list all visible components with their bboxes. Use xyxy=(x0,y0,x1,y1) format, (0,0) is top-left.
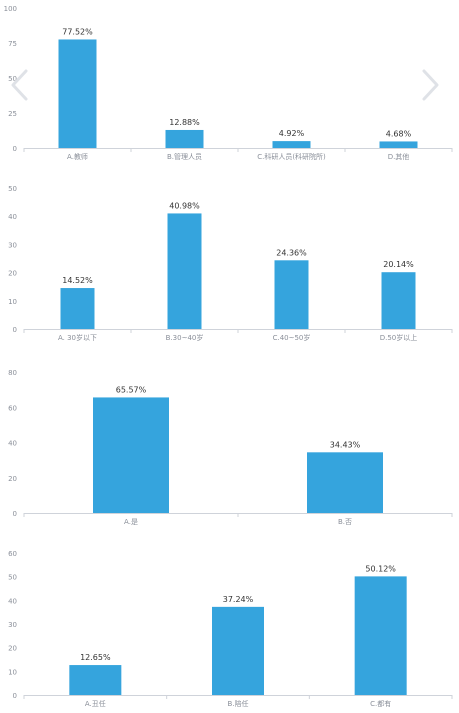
chevron-left-icon xyxy=(11,69,28,101)
bar xyxy=(274,260,309,329)
category-label: B.30~40岁 xyxy=(166,333,204,342)
y-tick-label: 0 xyxy=(13,510,17,518)
carousel-prev-button[interactable] xyxy=(8,68,30,102)
bar xyxy=(69,665,122,695)
chart-svg-yes-no: 0 20 40 60 80 65.57% A.是 34.43% B.否 xyxy=(8,369,453,526)
bar xyxy=(272,141,311,148)
bar-chart-age: 0 10 20 30 40 50 14.52% A. 30岁以下 40.98% B.30~40岁 2… xyxy=(0,178,459,350)
bar-chart-position: 0 10 20 30 40 50 60 12.65% A.丑任 37.24% B.陪任 50.12% C… xyxy=(0,545,459,711)
y-tick-label: 50 xyxy=(8,75,17,83)
y-tick-label: 80 xyxy=(8,369,17,377)
bar xyxy=(167,213,202,329)
category-label: C.都有 xyxy=(370,699,391,708)
data-label: 20.14% xyxy=(383,260,414,269)
category-label: B.否 xyxy=(338,518,352,526)
bar-chart-role: 0 25 50 75 100 77.52% A.教师 12.88% B.管理人员 4.92% C.科… xyxy=(0,0,459,166)
category-label: C.科研人员(科研院所) xyxy=(257,152,326,161)
category-label: A.教师 xyxy=(67,152,88,161)
y-tick-label: 50 xyxy=(8,185,17,193)
category-label: D.50岁以上 xyxy=(380,333,418,342)
bar xyxy=(212,606,264,695)
y-tick-label: 0 xyxy=(13,326,17,334)
category-label: A.是 xyxy=(124,518,138,526)
bar xyxy=(379,141,418,148)
y-tick-label: 25 xyxy=(8,110,17,118)
chart-svg-role: 0 25 50 75 100 77.52% A.教师 12.88% B.管理人员 4.92% C.科… xyxy=(4,5,453,161)
data-label: 50.12% xyxy=(365,564,396,573)
category-label: A. 30岁以下 xyxy=(58,333,97,342)
category-label: B.陪任 xyxy=(227,699,248,708)
bar xyxy=(93,397,169,513)
data-label: 12.65% xyxy=(80,653,111,662)
data-label: 40.98% xyxy=(169,201,200,210)
y-tick-label: 50 xyxy=(8,574,17,582)
y-tick-label: 0 xyxy=(13,145,17,153)
bar xyxy=(60,288,95,329)
data-label: 34.43% xyxy=(330,440,361,449)
bar xyxy=(165,129,204,148)
bar xyxy=(354,576,407,695)
y-tick-label: 40 xyxy=(8,213,17,221)
chart-svg-age: 0 10 20 30 40 50 14.52% A. 30岁以下 40.98% B.30~40岁 2… xyxy=(8,185,453,342)
data-label: 24.36% xyxy=(276,248,307,257)
bar xyxy=(381,272,416,329)
data-label: 37.24% xyxy=(223,595,254,604)
data-label: 14.52% xyxy=(62,276,93,285)
bar xyxy=(58,39,97,148)
y-tick-label: 0 xyxy=(13,692,17,700)
category-label: D.其他 xyxy=(388,152,410,161)
y-tick-label: 60 xyxy=(8,404,17,412)
y-tick-label: 10 xyxy=(8,298,17,306)
y-tick-label: 10 xyxy=(8,668,17,676)
chart-svg-position: 0 10 20 30 40 50 60 12.65% A.丑任 37.24% B.陪任 50.12% C… xyxy=(8,550,453,708)
data-label: 12.88% xyxy=(169,118,200,127)
category-label: C.40~50岁 xyxy=(273,333,311,342)
y-tick-label: 20 xyxy=(8,270,17,278)
carousel-next-button[interactable] xyxy=(420,68,442,102)
data-label: 4.68% xyxy=(386,129,412,138)
y-tick-label: 20 xyxy=(8,475,17,483)
data-label: 77.52% xyxy=(62,27,93,36)
bar-chart-yes-no: 0 20 40 60 80 65.57% A.是 34.43% B.否 xyxy=(0,362,459,532)
category-label: A.丑任 xyxy=(85,699,106,708)
data-label: 4.92% xyxy=(279,129,305,138)
y-tick-label: 30 xyxy=(8,621,17,629)
y-tick-label: 30 xyxy=(8,241,17,249)
y-tick-label: 75 xyxy=(8,40,17,48)
y-tick-label: 40 xyxy=(8,440,17,448)
y-tick-label: 60 xyxy=(8,550,17,558)
data-label: 65.57% xyxy=(116,385,147,394)
chevron-right-icon xyxy=(422,69,439,101)
bar xyxy=(307,452,383,513)
y-tick-label: 40 xyxy=(8,597,17,605)
y-tick-label: 100 xyxy=(4,5,17,13)
y-tick-label: 20 xyxy=(8,645,17,653)
category-label: B.管理人员 xyxy=(167,152,202,161)
